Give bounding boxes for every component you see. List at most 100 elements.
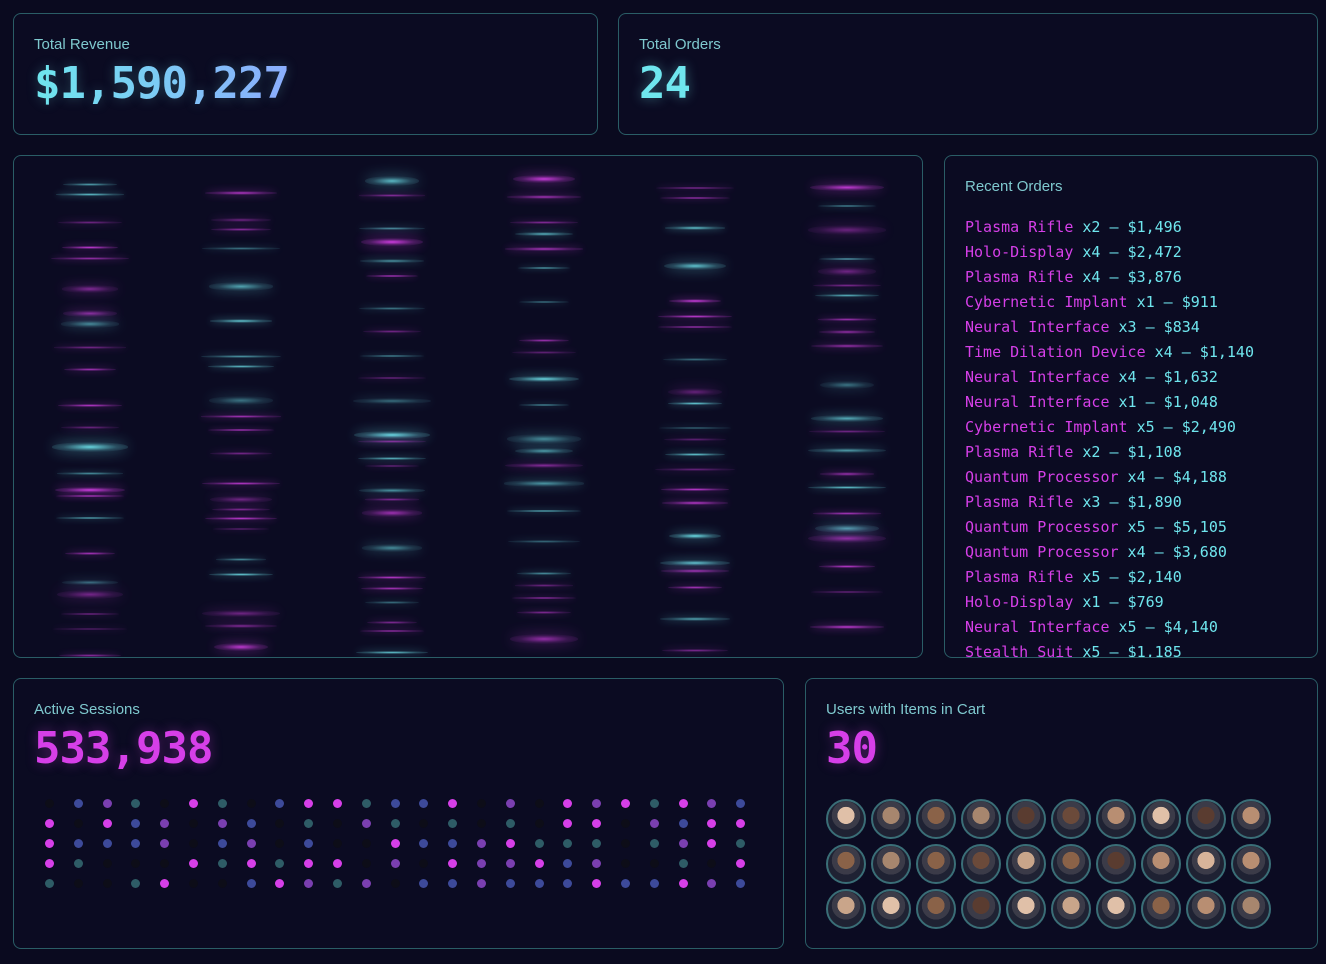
- session-dot: [505, 819, 515, 828]
- session-dot: [189, 859, 198, 868]
- session-dot: [448, 879, 458, 888]
- session-dot: [736, 819, 746, 828]
- activity-streak: [661, 648, 729, 653]
- user-avatar[interactable]: [1006, 799, 1046, 839]
- session-dot: [304, 799, 314, 808]
- session-dot: [333, 879, 342, 888]
- user-avatar[interactable]: [1096, 799, 1136, 839]
- activity-streak: [61, 425, 119, 430]
- total-orders-value: 24: [639, 58, 691, 109]
- session-dot: [73, 879, 83, 888]
- total-revenue-card: Total Revenue $1,590,227: [13, 13, 598, 135]
- activity-streak: [814, 293, 880, 297]
- user-avatar[interactable]: [1051, 889, 1091, 929]
- activity-streak: [820, 380, 874, 390]
- session-dot: [160, 819, 170, 828]
- recent-order-detail: x5 – $2,140: [1073, 568, 1182, 586]
- activity-streak: [668, 298, 722, 303]
- user-avatar[interactable]: [1141, 844, 1181, 884]
- activity-streak: [808, 448, 886, 454]
- user-avatar[interactable]: [1186, 844, 1226, 884]
- user-avatar[interactable]: [871, 799, 911, 839]
- user-avatar[interactable]: [826, 889, 866, 929]
- user-avatar[interactable]: [1051, 844, 1091, 884]
- user-avatar[interactable]: [1141, 889, 1181, 929]
- user-avatar[interactable]: [1231, 799, 1271, 839]
- recent-order-product: Cybernetic Implant: [965, 418, 1128, 436]
- activity-streak: [208, 573, 274, 577]
- session-dot: [304, 839, 314, 848]
- session-dot: [304, 859, 314, 868]
- session-dot: [131, 859, 141, 868]
- user-avatar[interactable]: [1186, 799, 1226, 839]
- activity-streak: [517, 571, 571, 575]
- session-dot: [649, 799, 659, 808]
- user-avatar[interactable]: [916, 844, 956, 884]
- session-dot: [160, 859, 170, 868]
- user-avatar[interactable]: [871, 889, 911, 929]
- activity-streak: [212, 508, 270, 512]
- recent-order-product: Plasma Rifle: [965, 568, 1074, 586]
- session-dot: [246, 819, 256, 828]
- session-dot: [477, 819, 486, 828]
- user-avatar[interactable]: [871, 844, 911, 884]
- activity-streak: [53, 346, 127, 349]
- activity-streak: [62, 285, 118, 293]
- activity-streak: [361, 544, 423, 552]
- session-dot: [333, 839, 342, 848]
- user-avatar[interactable]: [961, 844, 1001, 884]
- activity-streak: [358, 456, 426, 461]
- activity-streak: [213, 642, 269, 651]
- activity-streak: [658, 325, 732, 328]
- user-avatar[interactable]: [1141, 799, 1181, 839]
- user-avatar[interactable]: [826, 799, 866, 839]
- recent-order-detail: x4 – $4,188: [1118, 468, 1227, 486]
- activity-streak: [518, 301, 570, 304]
- user-avatar[interactable]: [1231, 889, 1271, 929]
- user-avatar[interactable]: [1051, 799, 1091, 839]
- activity-streak: [811, 343, 883, 348]
- recent-order-item: Neural Interface x5 – $4,140: [965, 618, 1218, 636]
- activity-streak: [664, 261, 726, 271]
- session-dot: [592, 879, 602, 888]
- activity-streak: [208, 282, 274, 291]
- session-dot: [592, 839, 602, 848]
- user-avatar[interactable]: [826, 844, 866, 884]
- activity-streak: [359, 227, 425, 231]
- user-avatar[interactable]: [1096, 889, 1136, 929]
- user-avatar[interactable]: [1096, 844, 1136, 884]
- session-dot: [275, 799, 285, 808]
- user-avatar[interactable]: [961, 799, 1001, 839]
- activity-streak: [518, 339, 570, 343]
- user-avatar[interactable]: [1186, 889, 1226, 929]
- session-dot: [448, 859, 458, 868]
- recent-order-product: Cybernetic Implant: [965, 293, 1128, 311]
- user-avatar[interactable]: [961, 889, 1001, 929]
- recent-order-product: Neural Interface: [965, 393, 1110, 411]
- activity-streak: [661, 568, 729, 573]
- activity-streak: [365, 176, 419, 187]
- activity-streak: [655, 467, 735, 472]
- session-dot: [649, 819, 659, 828]
- session-dot: [707, 839, 717, 848]
- session-dot: [678, 859, 688, 868]
- activity-streak: [509, 633, 579, 644]
- activity-streak: [58, 404, 122, 408]
- session-dot: [477, 859, 486, 868]
- session-dot: [361, 839, 371, 848]
- session-dot: [678, 879, 688, 888]
- activity-streak: [664, 226, 726, 230]
- user-avatar[interactable]: [1231, 844, 1271, 884]
- user-avatar[interactable]: [1006, 844, 1046, 884]
- user-avatar[interactable]: [916, 889, 956, 929]
- user-avatar[interactable]: [916, 799, 956, 839]
- session-dot: [419, 859, 429, 868]
- recent-order-detail: x5 – $4,140: [1109, 618, 1218, 636]
- user-avatar[interactable]: [1006, 889, 1046, 929]
- session-dot: [477, 799, 486, 808]
- activity-streak: [668, 402, 722, 405]
- session-dot: [361, 859, 371, 868]
- activity-streak: [354, 431, 430, 439]
- session-dot: [621, 879, 630, 888]
- recent-order-product: Plasma Rifle: [965, 493, 1074, 511]
